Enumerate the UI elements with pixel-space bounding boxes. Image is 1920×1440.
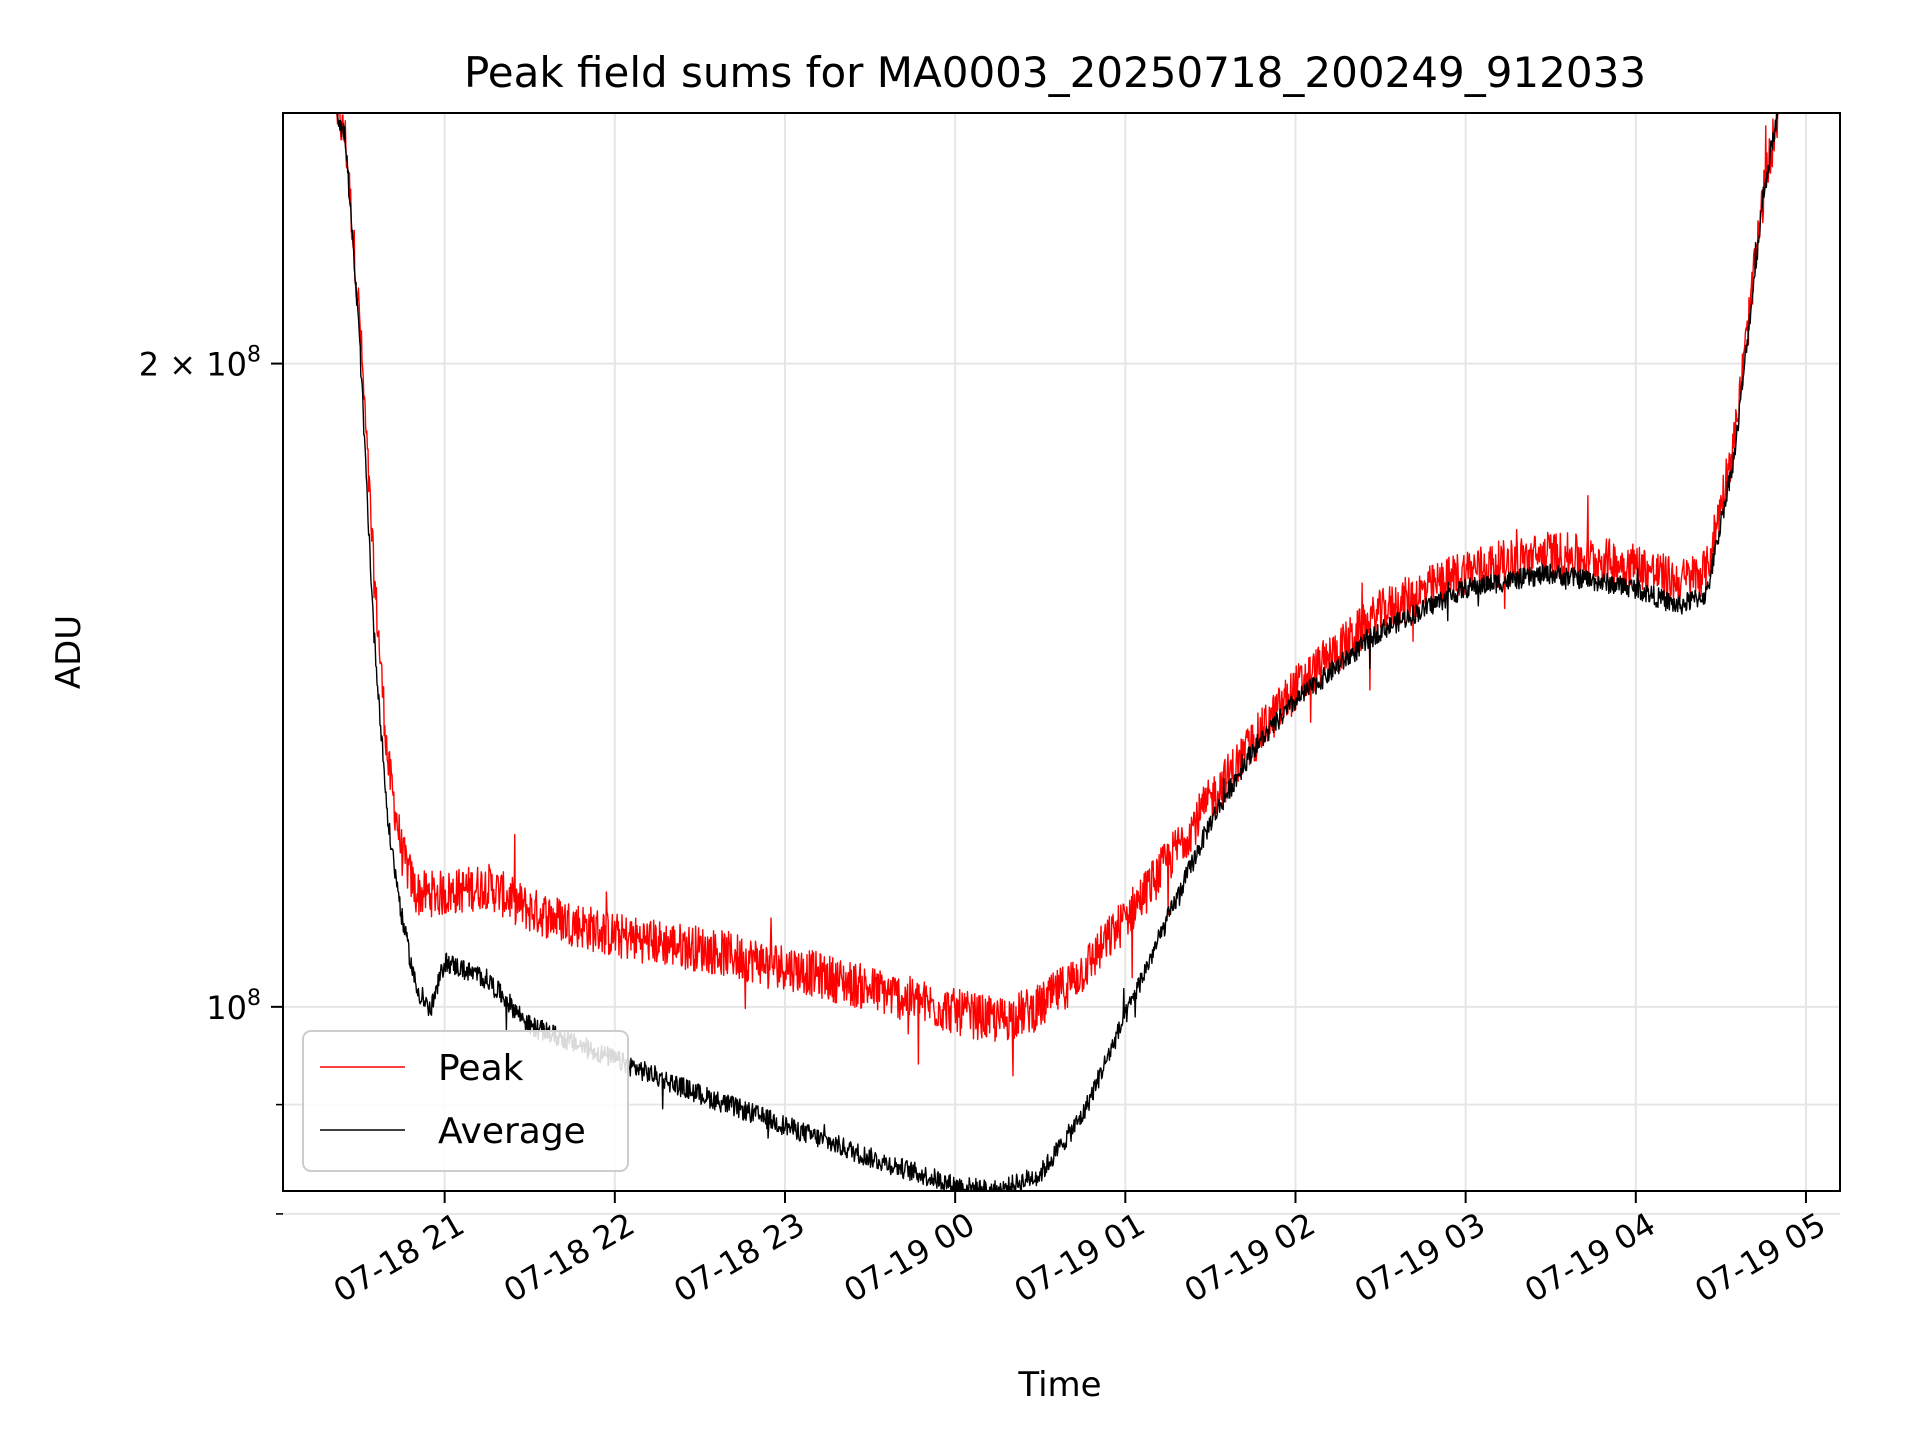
legend-label-peak: Peak: [438, 1048, 524, 1089]
grid: [283, 113, 1840, 1215]
y-tick-exponent: 8: [247, 343, 261, 368]
legend-label-average: Average: [438, 1111, 586, 1152]
y-tick-base: 10: [206, 989, 247, 1027]
y-tick-label: 2 × 108: [139, 343, 261, 384]
series-line-average: [283, 113, 1840, 1191]
chart-title: Peak field sums for MA0003_20250718_2002…: [464, 48, 1646, 97]
y-tick-base: 2 × 10: [139, 346, 247, 384]
series-layer: [283, 113, 1840, 1191]
y-axis-label: ADU: [49, 615, 89, 689]
plot-frame: [282, 112, 1841, 1192]
y-tick-label: 108: [206, 986, 261, 1027]
x-axis-label: Time: [1017, 1365, 1101, 1405]
legend: Peak Average: [302, 1030, 629, 1172]
series-line-peak: [283, 113, 1840, 1077]
y-tick-exponent: 8: [247, 986, 261, 1011]
legend-box: [302, 1030, 629, 1172]
